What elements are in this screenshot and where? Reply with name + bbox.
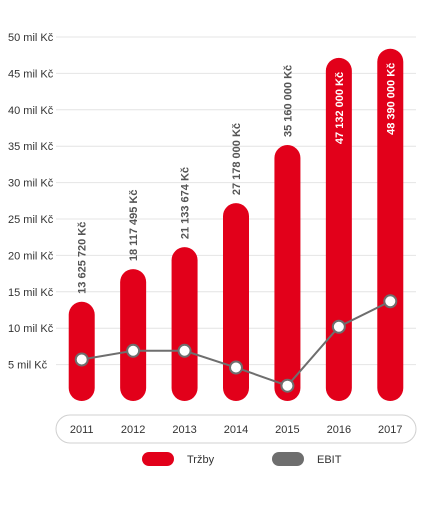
ebit-point <box>280 378 295 393</box>
ebit-point <box>331 319 346 334</box>
y-tick-label: 30 mil Kč <box>8 178 54 190</box>
bar <box>171 247 198 401</box>
legend-label: Tržby <box>187 454 215 466</box>
y-tick-label: 15 mil Kč <box>8 287 54 299</box>
ebit-point <box>177 343 192 358</box>
y-tick-label: 10 mil Kč <box>8 323 54 335</box>
ebit-point <box>383 294 398 309</box>
bar-value-label: 18 117 495 Kč <box>128 190 140 262</box>
ebit-point <box>74 352 89 367</box>
legend-swatch <box>272 452 304 466</box>
legend: Tržby EBIT <box>142 452 342 466</box>
legend-label: EBIT <box>317 454 342 466</box>
x-tick-label: 2015 <box>275 424 299 436</box>
y-tick-label: 45 mil Kč <box>8 68 54 80</box>
bar-value-label: 35 160 000 Kč <box>282 65 294 137</box>
bar <box>223 203 249 401</box>
bar-value-labels: 13 625 720 Kč 18 117 495 Kč 21 133 674 Kč 2… <box>77 63 398 294</box>
x-tick-label: 2011 <box>70 424 94 436</box>
bar <box>120 269 147 401</box>
y-tick-label: 35 mil Kč <box>8 141 54 153</box>
legend-swatch <box>142 452 174 466</box>
y-tick-label: 50 mil Kč <box>8 32 54 44</box>
bar <box>377 48 404 402</box>
x-tick-label: 2013 <box>172 424 196 436</box>
bar-series-trzby <box>68 48 404 402</box>
bar-value-label: 27 178 000 Kč <box>231 123 243 195</box>
x-tick-label: 2017 <box>378 424 402 436</box>
x-tick-label: 2012 <box>121 424 145 436</box>
bar-value-label: 48 390 000 Kč <box>385 63 397 135</box>
y-tick-label: 25 mil Kč <box>8 214 54 226</box>
y-tick-label: 40 mil Kč <box>8 105 54 117</box>
x-axis-pill <box>55 414 417 444</box>
bar <box>274 145 301 401</box>
x-tick-label: 2016 <box>327 424 351 436</box>
x-tick-label: 2014 <box>224 424 248 436</box>
y-axis: 5 mil Kč 10 mil Kč 15 mil Kč 20 mil Kč 25 mi… <box>8 32 54 372</box>
ebit-point <box>126 343 141 358</box>
y-tick-label: 5 mil Kč <box>8 360 48 372</box>
bar-value-label: 47 132 000 Kč <box>334 72 346 144</box>
ebit-point <box>229 360 243 375</box>
line-series-ebit <box>74 294 398 393</box>
x-axis: 2011 2012 2013 2014 2015 2016 2017 <box>55 414 417 444</box>
bar-value-label: 21 133 674 Kč <box>180 167 192 239</box>
bar <box>68 301 95 401</box>
bar-value-label: 13 625 720 Kč <box>77 222 89 294</box>
bar <box>325 57 352 402</box>
y-tick-label: 20 mil Kč <box>8 250 54 262</box>
